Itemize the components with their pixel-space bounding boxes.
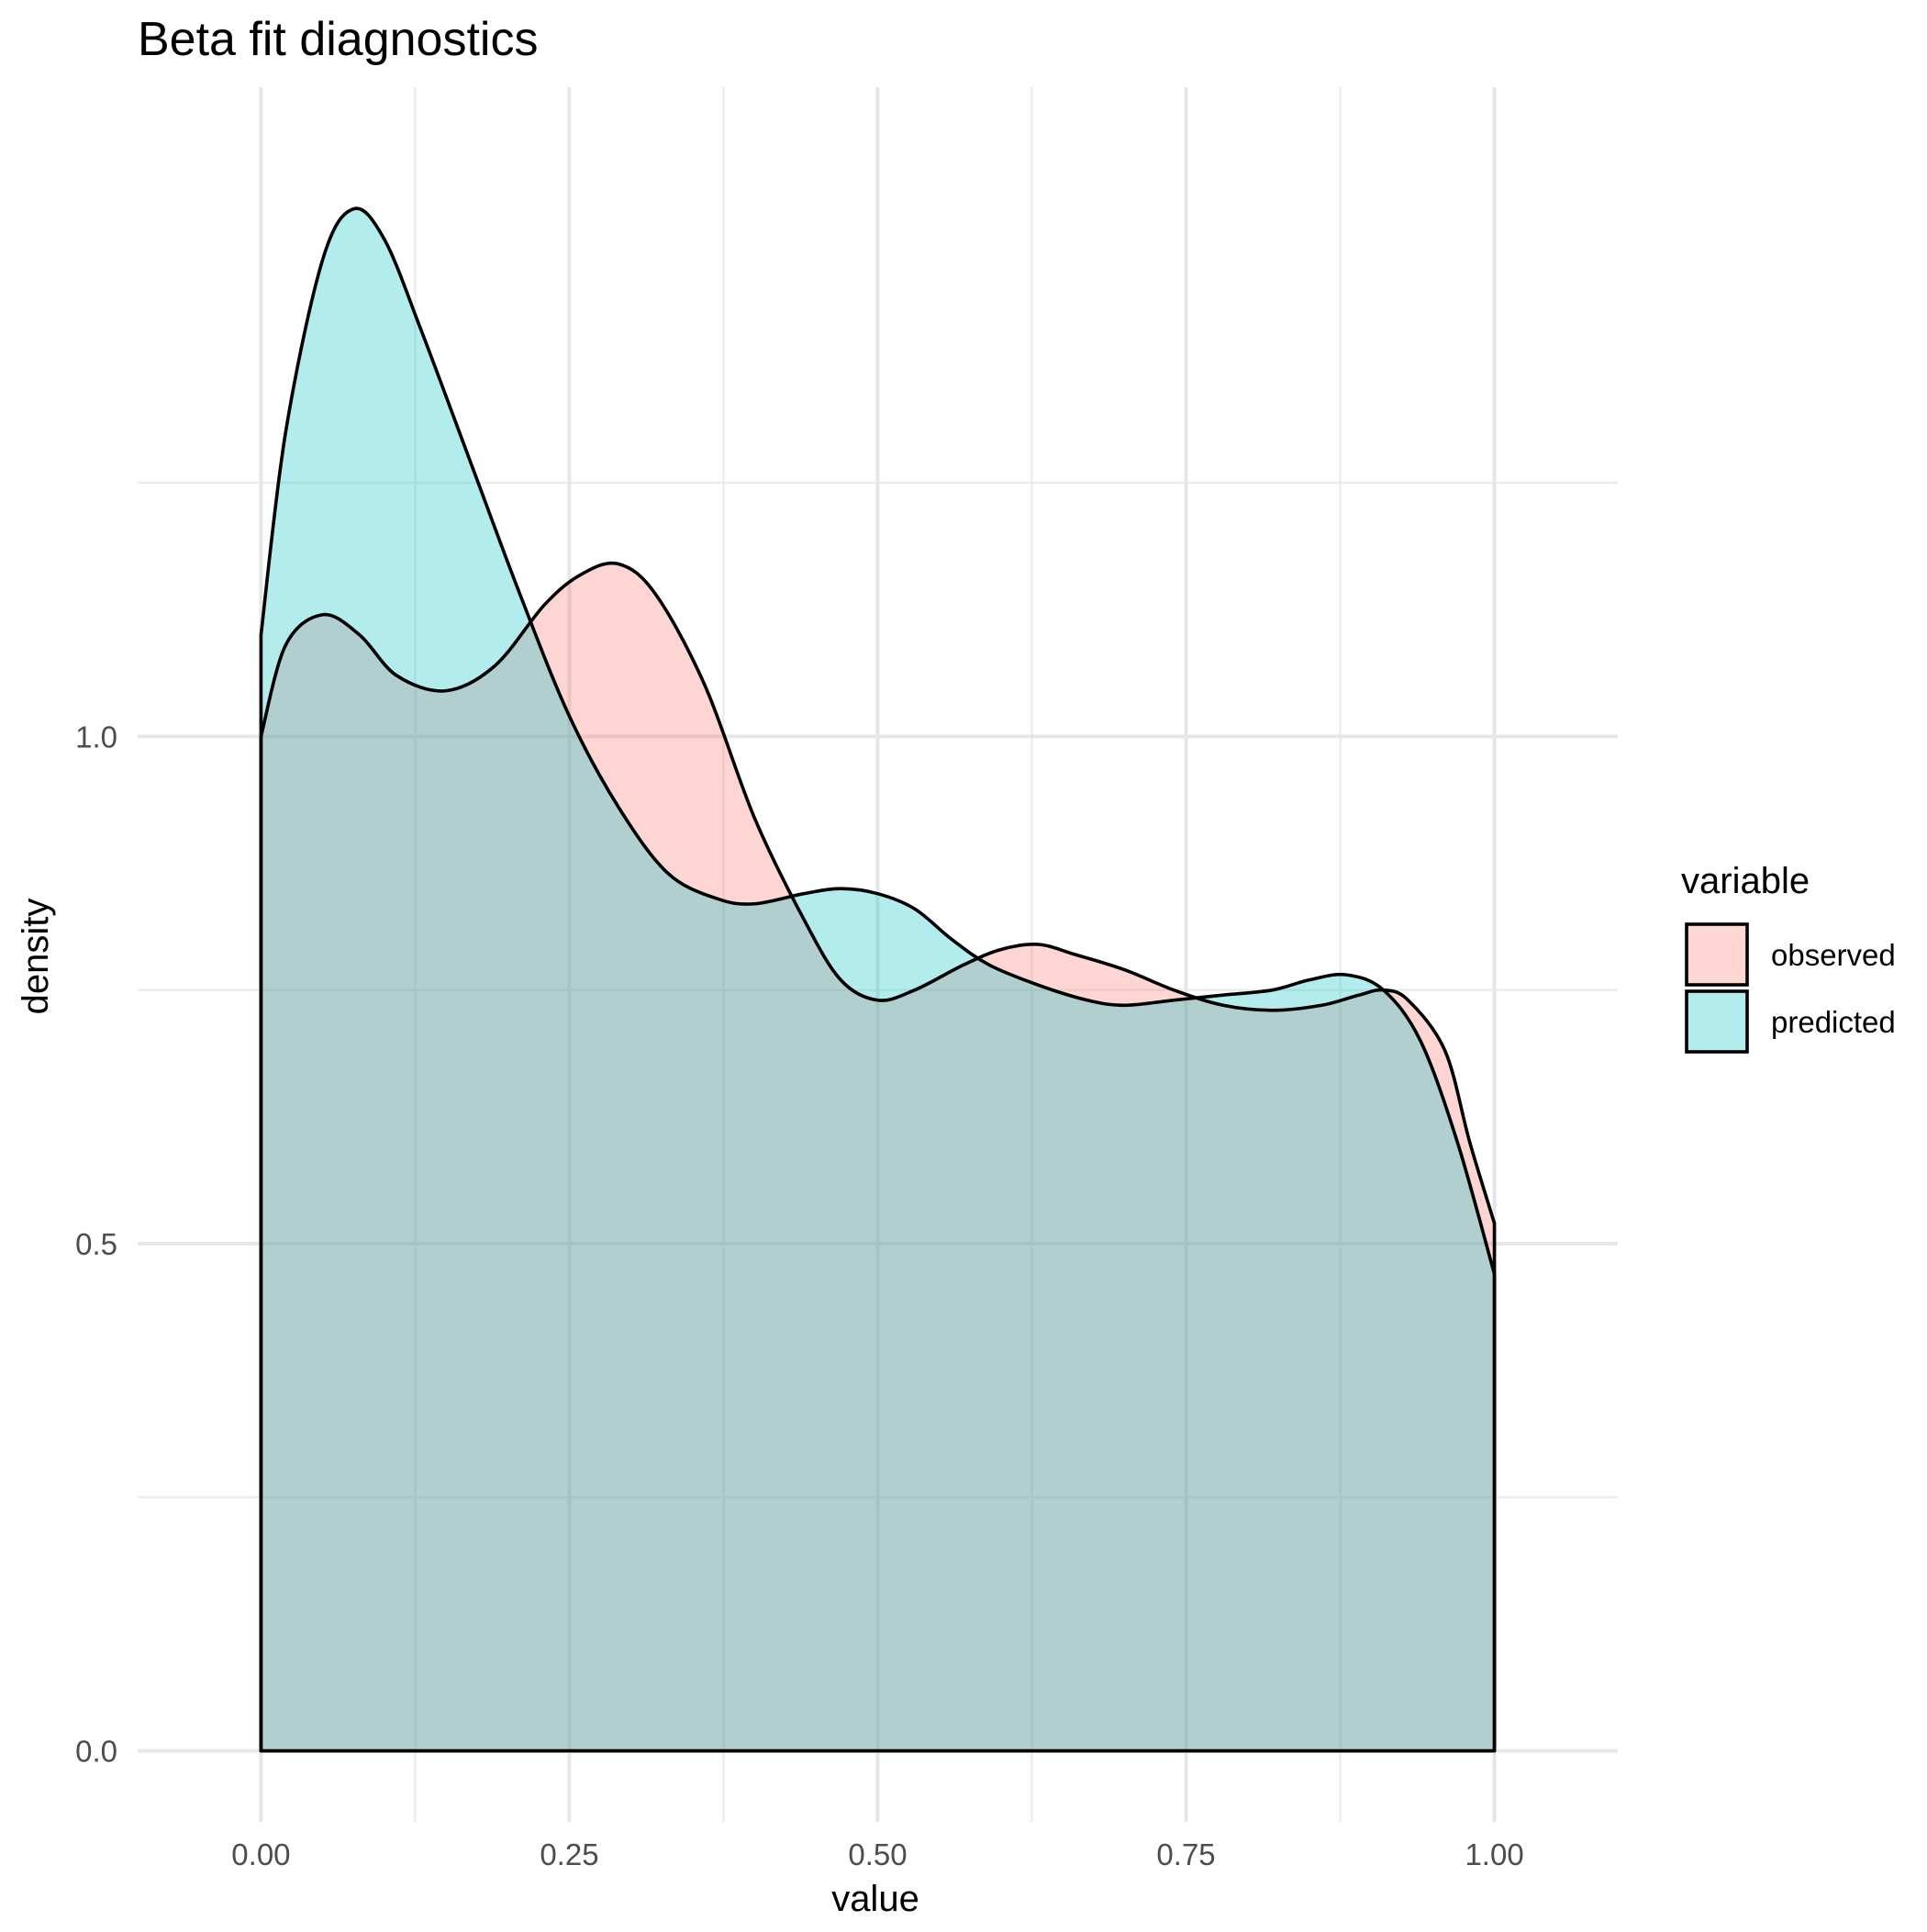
x-axis-title: value bbox=[831, 1879, 919, 1919]
y-tick-label: 1.0 bbox=[75, 720, 117, 754]
area-observed bbox=[261, 563, 1495, 1751]
outline-observed bbox=[259, 561, 1497, 1753]
x-tick-label: 0.75 bbox=[1156, 1837, 1215, 1871]
legend-label-observed: observed bbox=[1771, 938, 1896, 972]
area-predicted bbox=[261, 208, 1495, 1751]
y-axis-tick-labels: 0.0 0.5 1.0 bbox=[75, 720, 117, 1768]
legend-key-bg-predicted bbox=[1687, 991, 1747, 1052]
density-outlines bbox=[259, 207, 1497, 1753]
y-axis-title: density bbox=[16, 899, 56, 1015]
legend: variable observed predicted bbox=[1681, 861, 1896, 1054]
x-tick-label: 1.00 bbox=[1465, 1837, 1523, 1871]
x-tick-label: 0.25 bbox=[540, 1837, 598, 1871]
y-tick-label: 0.5 bbox=[75, 1227, 117, 1261]
legend-key-bg-observed bbox=[1687, 924, 1747, 985]
y-tick-label: 0.0 bbox=[75, 1735, 117, 1769]
density-areas bbox=[261, 208, 1495, 1751]
legend-key-observed bbox=[1685, 922, 1749, 987]
x-tick-label: 0.00 bbox=[231, 1837, 290, 1871]
legend-key-predicted bbox=[1685, 989, 1749, 1054]
x-tick-label: 0.50 bbox=[848, 1837, 907, 1871]
legend-label-predicted: predicted bbox=[1771, 1005, 1896, 1039]
outline-predicted bbox=[259, 207, 1497, 1753]
chart-title: Beta fit diagnostics bbox=[138, 13, 538, 66]
x-axis-tick-labels: 0.00 0.25 0.50 0.75 1.00 bbox=[231, 1837, 1523, 1871]
legend-items: observed predicted bbox=[1685, 922, 1896, 1054]
legend-title: variable bbox=[1681, 861, 1810, 901]
